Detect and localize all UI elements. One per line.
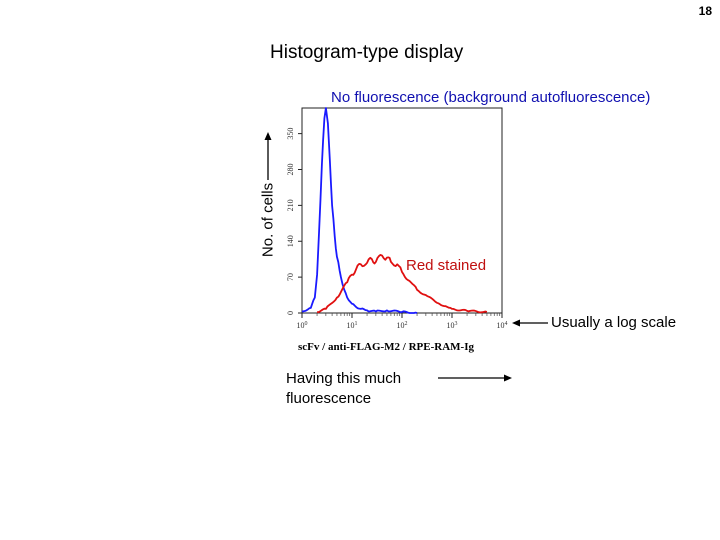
y-tick-label: 0 <box>286 311 295 315</box>
slide-title: Histogram-type display <box>270 42 464 63</box>
x-tick-label: 104 <box>497 321 508 330</box>
x-tick-label: 101 <box>347 321 358 330</box>
y-tick-label: 140 <box>286 235 295 247</box>
y-tick-label: 210 <box>286 199 295 211</box>
x-tick-label: 102 <box>397 321 408 330</box>
x-axis-label: scFv / anti-FLAG-M2 / RPE-RAM-Ig <box>298 341 474 353</box>
y-tick-label: 70 <box>286 273 295 281</box>
fluorescence-arrow-head <box>504 374 512 382</box>
slide-number: 18 <box>698 4 712 18</box>
log-scale-label: Usually a log scale <box>551 314 677 331</box>
y-tick-label: 350 <box>286 128 295 140</box>
series-line-red <box>316 254 488 314</box>
x-tick-label: 100 <box>297 321 308 330</box>
y-axis-label: No. of cells <box>259 182 277 258</box>
log-scale-arrow-head <box>512 319 520 327</box>
ylabel-arrow-head <box>264 132 272 140</box>
y-axis-label-wrap: No. of cells <box>248 160 288 280</box>
having-fluorescence-label: Having this much fluorescence <box>286 370 402 407</box>
no-fluorescence-label: No fluorescence (background autofluoresc… <box>331 89 651 106</box>
series-line-blue <box>301 107 418 314</box>
y-tick-label: 280 <box>286 164 295 176</box>
red-stained-label: Red stained <box>406 257 487 274</box>
x-tick-label: 103 <box>447 321 458 330</box>
